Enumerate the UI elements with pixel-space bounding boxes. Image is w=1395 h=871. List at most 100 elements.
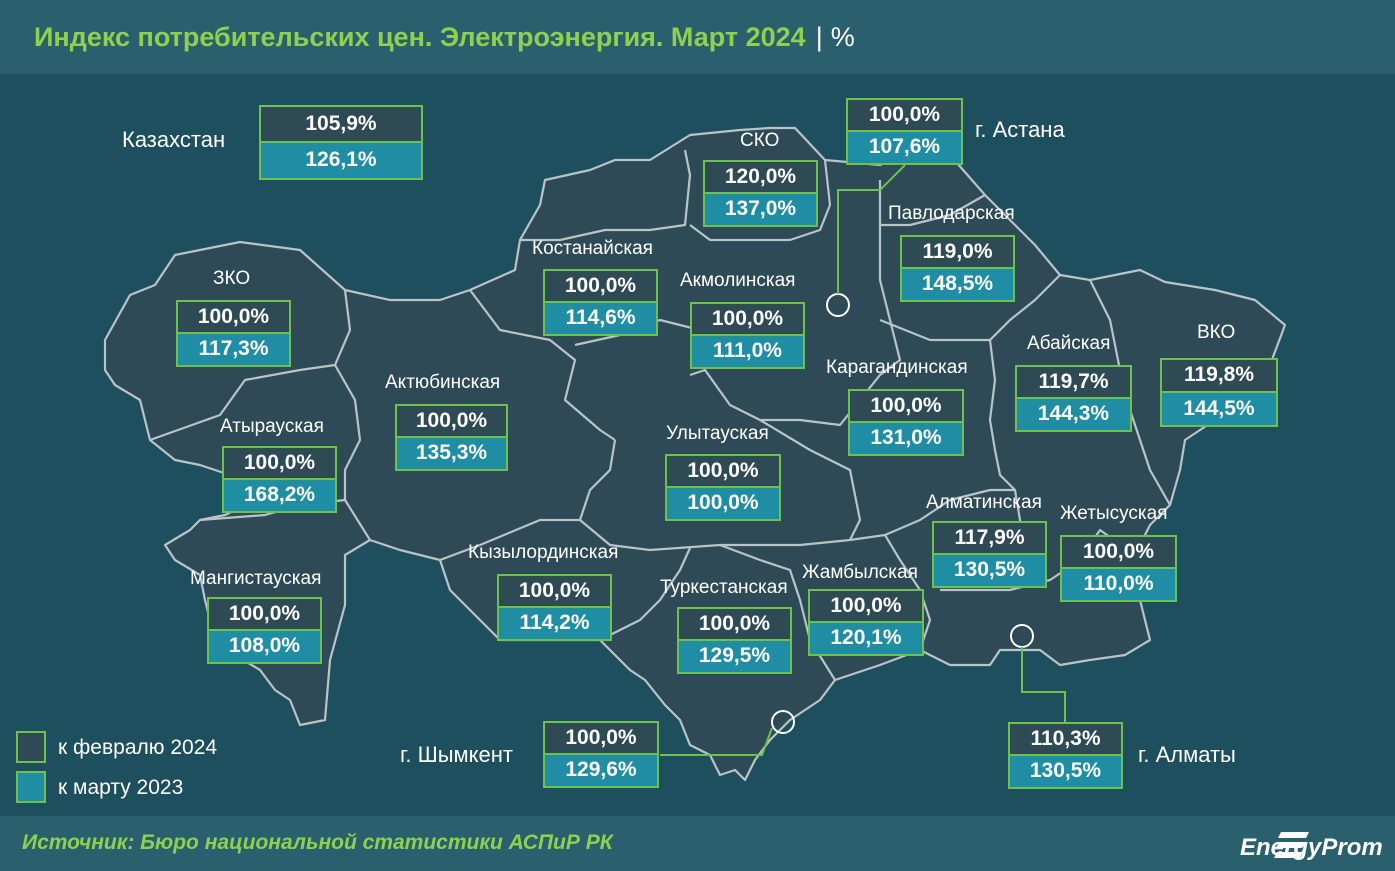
region-label: Карагандинская bbox=[826, 357, 968, 378]
feb-value: 100,0% bbox=[850, 391, 962, 423]
title-text: Индекс потребительских цен. Электроэнерг… bbox=[34, 22, 806, 52]
region-label: Мангистауская bbox=[190, 568, 322, 589]
region-label: ЗКО bbox=[213, 268, 251, 289]
feb-value: 100,0% bbox=[545, 723, 657, 755]
feb-value: 119,7% bbox=[1017, 367, 1130, 399]
mar-value: 120,1% bbox=[810, 622, 922, 654]
region-value-box: 100,0% 100,0% bbox=[665, 454, 781, 521]
border-sko-akm bbox=[689, 159, 832, 242]
feb-value: 100,0% bbox=[499, 576, 610, 608]
mar-value: 131,0% bbox=[850, 422, 962, 454]
border-kyzyl-turk bbox=[599, 547, 692, 641]
region-value-box: 100,0% 120,1% bbox=[808, 589, 924, 656]
feb-value: 100,0% bbox=[545, 271, 656, 303]
shymkent-leader bbox=[660, 727, 773, 756]
region-value-box: 100,0% 114,6% bbox=[543, 269, 658, 336]
region-value-box: 100,0% 108,0% bbox=[207, 597, 322, 664]
region-value-box: 100,0% 168,2% bbox=[222, 446, 337, 513]
region-label: г. Шымкент bbox=[400, 742, 513, 767]
border-kar-abai bbox=[988, 339, 1032, 546]
feb-value: 100,0% bbox=[848, 100, 961, 132]
mar-value: 137,0% bbox=[705, 193, 816, 225]
mar-value: 108,0% bbox=[209, 630, 320, 662]
region-value-box: 119,8% 144,5% bbox=[1160, 358, 1278, 427]
feb-value: 100,0% bbox=[810, 591, 922, 623]
region-value-box: 100,0% 107,6% bbox=[846, 98, 963, 165]
border-pavl bbox=[880, 194, 986, 227]
region-value-box: 110,3% 130,5% bbox=[1008, 722, 1123, 789]
mar-value: 168,2% bbox=[224, 479, 335, 511]
feb-value: 119,0% bbox=[902, 237, 1013, 269]
region-value-box: 100,0% 129,6% bbox=[543, 721, 659, 788]
border-akm bbox=[574, 318, 707, 377]
region-label: ВКО bbox=[1197, 322, 1236, 343]
region-value-box: 120,0% 137,0% bbox=[703, 160, 818, 227]
mar-value: 129,5% bbox=[679, 640, 790, 672]
footer-bar bbox=[0, 816, 1395, 871]
feb-value: 100,0% bbox=[667, 456, 779, 488]
kazakhstan-label: Казахстан bbox=[122, 127, 226, 152]
border-atyrau-aktobe bbox=[334, 364, 371, 541]
border-aktobe-kost bbox=[469, 289, 616, 441]
feb-value: 100,0% bbox=[692, 304, 803, 336]
mar-value: 144,5% bbox=[1162, 392, 1276, 425]
mar-value: 111,0% bbox=[692, 335, 803, 367]
legend-feb-label: к февралю 2024 bbox=[58, 736, 218, 759]
region-value-box: 100,0% 129,5% bbox=[677, 607, 792, 674]
mar-value: 117,3% bbox=[178, 333, 289, 365]
feb-value: 100,0% bbox=[178, 302, 289, 334]
region-label: Жамбылская bbox=[802, 562, 918, 583]
region-value-box: 100,0% 117,3% bbox=[176, 300, 291, 367]
border-akm-kar bbox=[704, 180, 902, 427]
mar-value: 129,6% bbox=[545, 754, 657, 786]
title-unit: % bbox=[830, 22, 855, 52]
region-value-box: 100,0% 131,0% bbox=[848, 389, 964, 456]
region-label: г. Алматы bbox=[1138, 742, 1236, 767]
region-label: Костанайская bbox=[532, 238, 653, 259]
mar-value: 126,1% bbox=[261, 142, 421, 178]
mar-value: 100,0% bbox=[667, 487, 779, 519]
feb-value: 100,0% bbox=[679, 609, 790, 641]
region-label: Павлодарская bbox=[888, 203, 1015, 224]
feb-value: 117,9% bbox=[934, 523, 1045, 555]
region-value-box: 100,0% 110,0% bbox=[1060, 535, 1177, 602]
feb-value: 119,8% bbox=[1162, 360, 1276, 393]
mar-value: 114,6% bbox=[545, 302, 656, 334]
header-bar bbox=[0, 0, 1395, 74]
region-label: Туркестанская bbox=[660, 577, 788, 598]
region-value-box: 100,0% 114,2% bbox=[497, 574, 612, 641]
region-label: СКО bbox=[740, 130, 780, 151]
region-label: г. Астана bbox=[975, 117, 1065, 142]
feb-value: 100,0% bbox=[397, 406, 506, 438]
source-note: Источник: Бюро национальной статистики А… bbox=[22, 831, 613, 854]
feb-value: 110,3% bbox=[1010, 724, 1121, 756]
region-value-box: 119,0% 148,5% bbox=[900, 235, 1015, 302]
region-label: Улытауская bbox=[666, 423, 769, 444]
region-label: Актюбинская bbox=[385, 372, 501, 393]
region-value-box: 117,9% 130,5% bbox=[932, 521, 1047, 588]
border-ulytau bbox=[578, 439, 1015, 552]
feb-value: 100,0% bbox=[1062, 537, 1175, 569]
border-ulytau-kar bbox=[759, 419, 862, 541]
border-kost-sko bbox=[520, 149, 692, 242]
mar-value: 130,5% bbox=[934, 554, 1045, 586]
region-label: Жетысуская bbox=[1060, 503, 1168, 524]
title-separator: | bbox=[815, 22, 823, 52]
mar-value: 107,6% bbox=[848, 131, 961, 163]
region-label: Алматинская bbox=[926, 492, 1042, 513]
shymkent-marker bbox=[771, 710, 795, 734]
legend-mar-swatch bbox=[16, 771, 46, 803]
border-zko bbox=[149, 289, 352, 442]
energyprom-logo-icon bbox=[1274, 832, 1309, 858]
logo-text: EnergyProm bbox=[1240, 834, 1383, 861]
region-value-box: 100,0% 111,0% bbox=[690, 302, 805, 369]
mar-value: 135,3% bbox=[397, 437, 506, 469]
kazakhstan-value-box: 105,9% 126,1% bbox=[259, 105, 423, 180]
feb-value: 100,0% bbox=[209, 599, 320, 631]
mar-value: 110,0% bbox=[1062, 568, 1175, 600]
mar-value: 148,5% bbox=[902, 268, 1013, 300]
feb-value: 105,9% bbox=[261, 107, 421, 143]
feb-value: 100,0% bbox=[224, 448, 335, 480]
region-value-box: 119,7% 144,3% bbox=[1015, 365, 1132, 432]
region-label: Абайская bbox=[1027, 333, 1111, 354]
